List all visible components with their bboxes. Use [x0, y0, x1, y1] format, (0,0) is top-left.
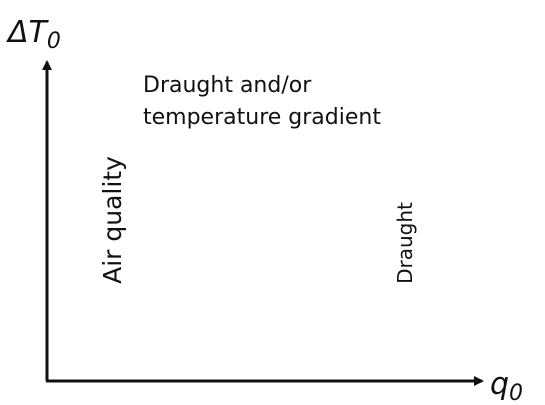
region-label: Air quality	[98, 156, 127, 284]
x-axis-label: q0	[490, 367, 523, 405]
region-label: Draught and/or	[143, 73, 312, 98]
y-axis-label: ΔT0	[6, 15, 61, 54]
region-label: temperature gradient	[143, 105, 381, 130]
y-axis-subscript: 0	[47, 29, 61, 54]
x-axis-subscript: 0	[509, 381, 523, 405]
y-axis-symbol: ΔT	[6, 15, 50, 50]
x-axis-symbol: q	[490, 367, 509, 402]
region-label: Draught	[393, 202, 417, 284]
